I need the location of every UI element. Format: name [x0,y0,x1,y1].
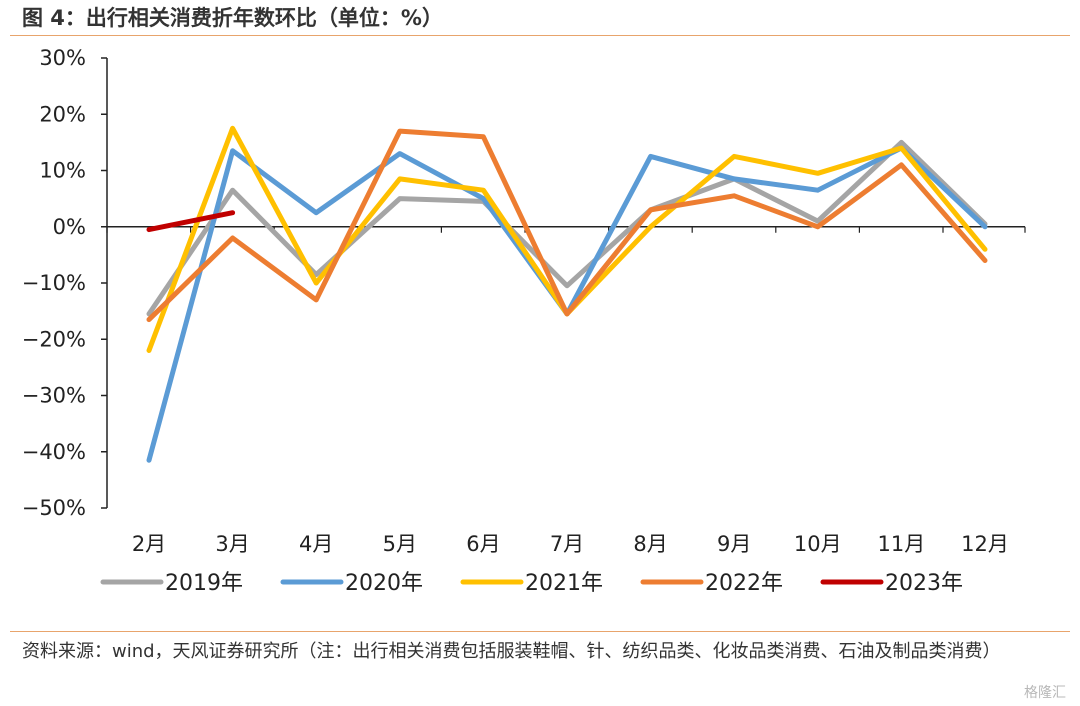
legend-label: 2022年 [705,571,783,596]
x-tick-label: 2月 [132,532,166,556]
source-note: 资料来源：wind，天风证券研究所（注：出行相关消费包括服装鞋帽、针、纺织品类、… [22,641,1001,662]
x-tick-label: 5月 [383,532,417,556]
x-tick-label: 8月 [633,532,667,556]
chart-series [146,125,988,463]
chart-title: 图 4：出行相关消费折年数环比（单位：%） [22,6,443,30]
x-tick-label: 10月 [794,532,842,556]
line-chart: 30% 20% 10% 0% −10% −20% −30% −40% −50% 2月 3月 4月 5月 6… [22,46,1026,596]
y-tick-label: −20% [22,327,86,351]
legend-label: 2021年 [525,571,603,596]
y-tick-label: 30% [39,46,86,70]
legend-label: 2020年 [345,571,423,596]
y-tick-label: 10% [39,159,86,183]
bottom-divider [10,631,1070,632]
legend-label: 2019年 [165,571,243,596]
y-tick-label: −30% [22,384,86,408]
legend-label: 2023年 [885,571,963,596]
y-tick-label: 0% [53,215,86,239]
series-line-2019年 [146,139,988,317]
top-divider [10,35,1070,36]
chart-axes: 30% 20% 10% 0% −10% −20% −30% −40% −50% 2月 3月 4月 5月 6… [22,46,1026,556]
x-tick-label: 7月 [550,532,584,556]
x-tick-label: 4月 [299,532,333,556]
x-tick-label: 9月 [717,532,751,556]
series-line-2023年 [146,210,236,233]
y-tick-label: −50% [22,496,86,520]
y-tick-label: −40% [22,440,86,464]
y-tick-label: 20% [39,102,86,126]
x-tick-label: 11月 [878,532,926,556]
chart-legend: 2019年 2020年 2021年 2022年 2023年 [100,571,963,596]
x-tick-label: 12月 [961,532,1009,556]
watermark-logo: 格隆汇 [1024,685,1066,701]
x-tick-label: 3月 [215,532,249,556]
x-tick-label: 6月 [466,532,500,556]
series-line-2021年 [146,125,988,353]
y-tick-label: −10% [22,271,86,295]
series-line-2022年 [146,128,988,323]
